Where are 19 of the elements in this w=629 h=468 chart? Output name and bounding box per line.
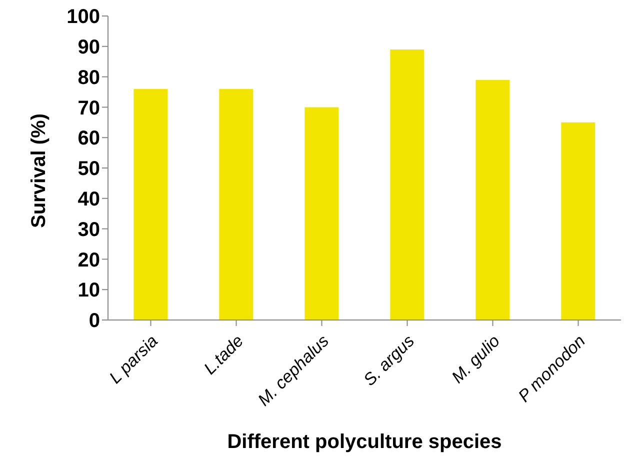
y-tick-label: 30 [78,218,100,241]
y-tick-label: 80 [78,66,100,89]
y-tick-label: 0 [88,310,100,332]
y-tick-label: 100 [66,6,100,28]
bar [219,88,254,320]
y-tick-label: 40 [78,188,100,210]
y-tick-label: 10 [78,280,100,302]
y-tick-label: 90 [78,36,100,58]
x-axis-title: Different polyculture species [227,431,502,453]
y-tick-label: 70 [78,97,100,120]
bar [390,49,424,320]
y-tick-label: 60 [78,128,100,150]
bar [561,122,596,320]
bar [476,80,510,320]
bar [134,88,168,320]
y-tick-label: 50 [78,158,100,180]
y-axis-title: Survival (%) [28,114,50,228]
y-tick-label: 20 [78,249,100,272]
bar [304,107,339,320]
